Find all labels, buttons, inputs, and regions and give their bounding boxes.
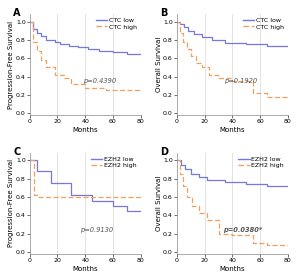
Legend: EZH2 low, EZH2 high: EZH2 low, EZH2 high: [90, 156, 137, 169]
Text: A: A: [13, 8, 21, 18]
Y-axis label: Overall Survival: Overall Survival: [156, 37, 162, 92]
Y-axis label: Progression-Free Survival: Progression-Free Survival: [8, 21, 14, 109]
X-axis label: Months: Months: [220, 266, 245, 272]
Text: p=0.0380*: p=0.0380*: [224, 227, 263, 232]
X-axis label: Months: Months: [72, 266, 98, 272]
X-axis label: Months: Months: [220, 127, 245, 133]
Legend: CTC low, CTC high: CTC low, CTC high: [95, 17, 137, 30]
X-axis label: Months: Months: [72, 127, 98, 133]
Text: C: C: [13, 147, 20, 157]
Text: p=0.1920: p=0.1920: [224, 78, 256, 84]
Text: p=0.4390: p=0.4390: [83, 78, 116, 84]
Legend: CTC low, CTC high: CTC low, CTC high: [242, 17, 285, 30]
Legend: EZH2 low, EZH2 high: EZH2 low, EZH2 high: [238, 156, 285, 169]
Text: D: D: [160, 147, 168, 157]
Text: B: B: [160, 8, 168, 18]
Text: p=0.9130: p=0.9130: [80, 227, 113, 232]
Y-axis label: Progression-Free Survival: Progression-Free Survival: [8, 159, 14, 247]
Y-axis label: Overall Survival: Overall Survival: [156, 176, 162, 231]
